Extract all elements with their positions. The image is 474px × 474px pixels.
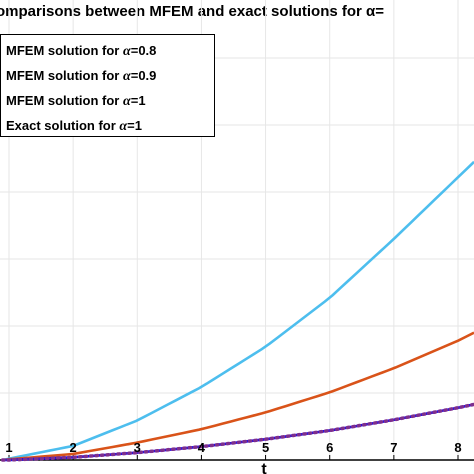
legend-entry-3: MFEM solution for α=1 [6, 93, 146, 109]
series-line-2 [2, 331, 474, 462]
legend-entry-2: MFEM solution for α=0.9 [6, 68, 156, 84]
legend-entry-1: MFEM solution for α=0.8 [6, 43, 156, 59]
x-tick-label: 1 [5, 440, 12, 455]
x-tick-label: 8 [454, 440, 461, 455]
legend: MFEM solution for α=0.8 MFEM solution for… [0, 34, 215, 137]
series-line-1 [2, 160, 474, 462]
x-tick-labels: 1 2 3 4 5 6 7 8 [5, 440, 461, 455]
x-tick-label: 6 [326, 440, 333, 455]
legend-entry-4: Exact solution for α=1 [6, 118, 142, 134]
x-tick-label: 5 [262, 440, 269, 455]
x-axis-label: t [261, 461, 267, 474]
legend-box [0, 34, 215, 137]
grid [0, 0, 474, 461]
series-line-4 [0, 402, 474, 462]
x-tick-label: 2 [70, 440, 77, 455]
chart-title: omparisons between MFEM and exact soluti… [0, 3, 384, 20]
x-tick-label: 3 [134, 440, 141, 455]
x-tick-label: 4 [198, 440, 206, 455]
series-group [0, 160, 474, 462]
x-tick-label: 7 [390, 440, 397, 455]
